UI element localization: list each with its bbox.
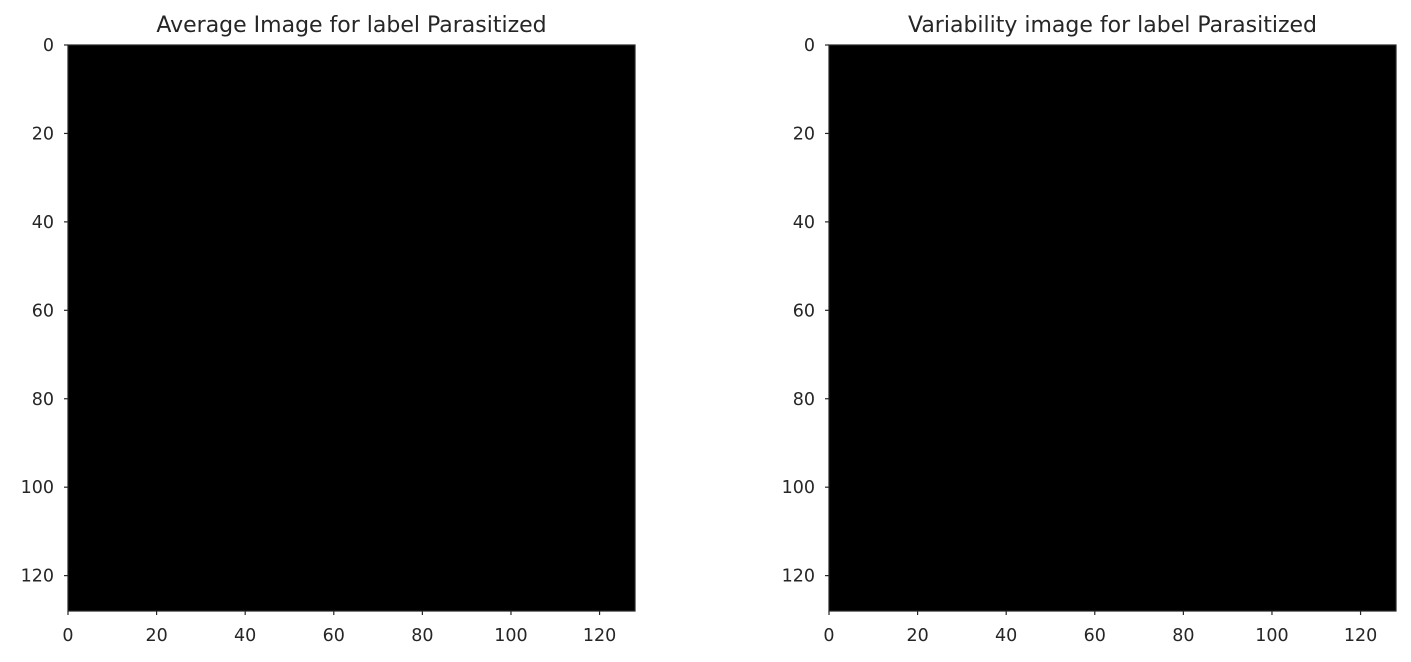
variability-image bbox=[829, 45, 1396, 611]
x-tick-label: 0 bbox=[823, 626, 834, 646]
title-variability: Variability image for label Parasitized bbox=[908, 13, 1317, 38]
x-tick-label: 60 bbox=[323, 626, 345, 646]
y-tick-label: 100 bbox=[782, 478, 815, 498]
x-tick-label: 80 bbox=[411, 626, 433, 646]
panel-average: Average Image for label Parasitized 0 20 4… bbox=[21, 13, 636, 646]
x-tick-label: 80 bbox=[1172, 626, 1194, 646]
x-tick-label: 100 bbox=[494, 626, 527, 646]
x-tick-label: 40 bbox=[995, 626, 1017, 646]
title-average: Average Image for label Parasitized bbox=[156, 13, 546, 38]
average-frame bbox=[67, 44, 636, 612]
panel-variability: Variability image for label Parasitized bbox=[782, 13, 1397, 646]
y-tick-label: 60 bbox=[793, 301, 815, 321]
y-tick-label: 20 bbox=[793, 124, 815, 144]
average-axes: 0 20 40 60 80 100 120 0 20 40 60 80 100 120 bbox=[21, 36, 617, 646]
y-tick-label: 100 bbox=[21, 478, 54, 498]
y-tick-label: 80 bbox=[793, 390, 815, 410]
variability-axes: 0 20 40 60 80 100 120 0 20 40 60 80 100 120 bbox=[782, 36, 1378, 646]
y-tick-label: 120 bbox=[21, 567, 54, 587]
x-tick-label: 60 bbox=[1084, 626, 1106, 646]
y-tick-label: 40 bbox=[793, 213, 815, 233]
x-tick-label: 20 bbox=[145, 626, 167, 646]
y-tick-label: 20 bbox=[32, 124, 54, 144]
y-tick-label: 120 bbox=[782, 567, 815, 587]
y-tick-label: 40 bbox=[32, 213, 54, 233]
x-tick-label: 120 bbox=[1344, 626, 1377, 646]
y-tick-label: 80 bbox=[32, 390, 54, 410]
y-tick-label: 0 bbox=[43, 36, 54, 56]
x-tick-label: 100 bbox=[1255, 626, 1288, 646]
variability-frame bbox=[828, 44, 1397, 612]
x-tick-label: 120 bbox=[583, 626, 616, 646]
x-tick-label: 20 bbox=[906, 626, 928, 646]
average-image bbox=[68, 45, 635, 611]
y-tick-label: 0 bbox=[804, 36, 815, 56]
x-tick-label: 0 bbox=[62, 626, 73, 646]
y-tick-label: 60 bbox=[32, 301, 54, 321]
x-tick-label: 40 bbox=[234, 626, 256, 646]
